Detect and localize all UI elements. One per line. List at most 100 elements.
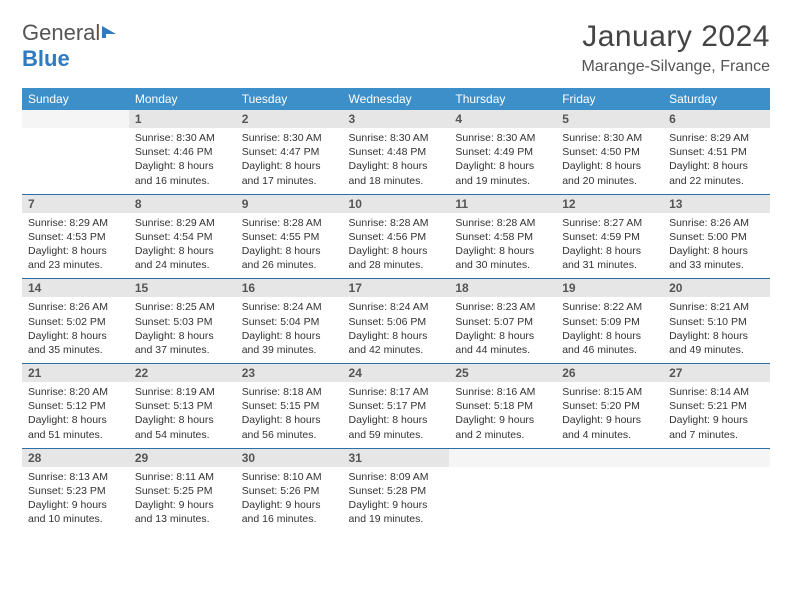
day-number-cell: 6 [663,110,770,128]
brand-text: General Blue [22,20,120,72]
day-content-cell: Sunrise: 8:11 AMSunset: 5:25 PMDaylight:… [129,467,236,533]
day-content-cell: Sunrise: 8:13 AMSunset: 5:23 PMDaylight:… [22,467,129,533]
day-number-cell: 26 [556,364,663,383]
day-number-cell: 18 [449,279,556,298]
brand-part2: Blue [22,46,70,71]
header: General Blue January 2024 Marange-Silvan… [22,20,770,76]
day-number-cell [449,448,556,467]
day-content-cell [556,467,663,533]
day-content-cell: Sunrise: 8:17 AMSunset: 5:17 PMDaylight:… [343,382,450,448]
day-content-cell: Sunrise: 8:10 AMSunset: 5:26 PMDaylight:… [236,467,343,533]
day-number-cell [22,110,129,128]
day-number-cell: 29 [129,448,236,467]
weekday-header: Thursday [449,88,556,110]
day-content-cell: Sunrise: 8:27 AMSunset: 4:59 PMDaylight:… [556,213,663,279]
day-content-cell: Sunrise: 8:26 AMSunset: 5:00 PMDaylight:… [663,213,770,279]
day-content-cell: Sunrise: 8:15 AMSunset: 5:20 PMDaylight:… [556,382,663,448]
daynum-row: 21222324252627 [22,364,770,383]
daynum-row: 28293031 [22,448,770,467]
weekday-header: Monday [129,88,236,110]
weekday-header: Tuesday [236,88,343,110]
day-content-cell: Sunrise: 8:28 AMSunset: 4:55 PMDaylight:… [236,213,343,279]
day-number-cell: 14 [22,279,129,298]
day-content-cell: Sunrise: 8:25 AMSunset: 5:03 PMDaylight:… [129,297,236,363]
calendar-head: SundayMondayTuesdayWednesdayThursdayFrid… [22,88,770,110]
flag-icon [100,20,120,46]
brand-part1: General [22,20,100,45]
day-content-cell [663,467,770,533]
day-number-cell: 27 [663,364,770,383]
day-number-cell: 30 [236,448,343,467]
day-number-cell: 22 [129,364,236,383]
day-number-cell: 21 [22,364,129,383]
brand-logo: General Blue [22,20,120,72]
day-number-cell: 31 [343,448,450,467]
day-content-cell: Sunrise: 8:23 AMSunset: 5:07 PMDaylight:… [449,297,556,363]
weekday-row: SundayMondayTuesdayWednesdayThursdayFrid… [22,88,770,110]
day-content-cell: Sunrise: 8:19 AMSunset: 5:13 PMDaylight:… [129,382,236,448]
content-row: Sunrise: 8:20 AMSunset: 5:12 PMDaylight:… [22,382,770,448]
daynum-row: 78910111213 [22,194,770,213]
day-number-cell: 20 [663,279,770,298]
day-content-cell: Sunrise: 8:09 AMSunset: 5:28 PMDaylight:… [343,467,450,533]
day-content-cell: Sunrise: 8:30 AMSunset: 4:46 PMDaylight:… [129,128,236,194]
day-content-cell: Sunrise: 8:28 AMSunset: 4:56 PMDaylight:… [343,213,450,279]
content-row: Sunrise: 8:26 AMSunset: 5:02 PMDaylight:… [22,297,770,363]
day-number-cell [556,448,663,467]
day-number-cell: 2 [236,110,343,128]
day-number-cell: 5 [556,110,663,128]
weekday-header: Friday [556,88,663,110]
content-row: Sunrise: 8:29 AMSunset: 4:53 PMDaylight:… [22,213,770,279]
day-content-cell: Sunrise: 8:18 AMSunset: 5:15 PMDaylight:… [236,382,343,448]
day-number-cell: 19 [556,279,663,298]
day-content-cell: Sunrise: 8:16 AMSunset: 5:18 PMDaylight:… [449,382,556,448]
day-number-cell: 16 [236,279,343,298]
calendar-body: 123456 Sunrise: 8:30 AMSunset: 4:46 PMDa… [22,110,770,532]
day-number-cell: 25 [449,364,556,383]
day-content-cell: Sunrise: 8:14 AMSunset: 5:21 PMDaylight:… [663,382,770,448]
day-content-cell: Sunrise: 8:29 AMSunset: 4:51 PMDaylight:… [663,128,770,194]
day-number-cell: 1 [129,110,236,128]
day-number-cell: 13 [663,194,770,213]
day-number-cell: 4 [449,110,556,128]
day-number-cell: 24 [343,364,450,383]
day-content-cell: Sunrise: 8:30 AMSunset: 4:48 PMDaylight:… [343,128,450,194]
day-number-cell: 23 [236,364,343,383]
day-number-cell: 3 [343,110,450,128]
daynum-row: 123456 [22,110,770,128]
weekday-header: Wednesday [343,88,450,110]
day-content-cell: Sunrise: 8:20 AMSunset: 5:12 PMDaylight:… [22,382,129,448]
day-content-cell: Sunrise: 8:21 AMSunset: 5:10 PMDaylight:… [663,297,770,363]
page-title: January 2024 [581,20,770,54]
day-content-cell: Sunrise: 8:28 AMSunset: 4:58 PMDaylight:… [449,213,556,279]
calendar-table: SundayMondayTuesdayWednesdayThursdayFrid… [22,88,770,532]
day-content-cell: Sunrise: 8:30 AMSunset: 4:49 PMDaylight:… [449,128,556,194]
day-content-cell: Sunrise: 8:29 AMSunset: 4:54 PMDaylight:… [129,213,236,279]
content-row: Sunrise: 8:13 AMSunset: 5:23 PMDaylight:… [22,467,770,533]
day-content-cell: Sunrise: 8:30 AMSunset: 4:47 PMDaylight:… [236,128,343,194]
day-number-cell: 17 [343,279,450,298]
day-content-cell: Sunrise: 8:22 AMSunset: 5:09 PMDaylight:… [556,297,663,363]
day-content-cell: Sunrise: 8:26 AMSunset: 5:02 PMDaylight:… [22,297,129,363]
day-content-cell [449,467,556,533]
weekday-header: Saturday [663,88,770,110]
day-number-cell [663,448,770,467]
content-row: Sunrise: 8:30 AMSunset: 4:46 PMDaylight:… [22,128,770,194]
day-number-cell: 7 [22,194,129,213]
weekday-header: Sunday [22,88,129,110]
day-number-cell: 15 [129,279,236,298]
day-number-cell: 9 [236,194,343,213]
day-content-cell: Sunrise: 8:24 AMSunset: 5:04 PMDaylight:… [236,297,343,363]
day-number-cell: 12 [556,194,663,213]
daynum-row: 14151617181920 [22,279,770,298]
day-content-cell: Sunrise: 8:24 AMSunset: 5:06 PMDaylight:… [343,297,450,363]
day-number-cell: 28 [22,448,129,467]
title-block: January 2024 Marange-Silvange, France [581,20,770,76]
day-number-cell: 11 [449,194,556,213]
day-number-cell: 8 [129,194,236,213]
day-content-cell: Sunrise: 8:30 AMSunset: 4:50 PMDaylight:… [556,128,663,194]
day-content-cell [22,128,129,194]
day-content-cell: Sunrise: 8:29 AMSunset: 4:53 PMDaylight:… [22,213,129,279]
location-label: Marange-Silvange, France [581,58,770,76]
day-number-cell: 10 [343,194,450,213]
